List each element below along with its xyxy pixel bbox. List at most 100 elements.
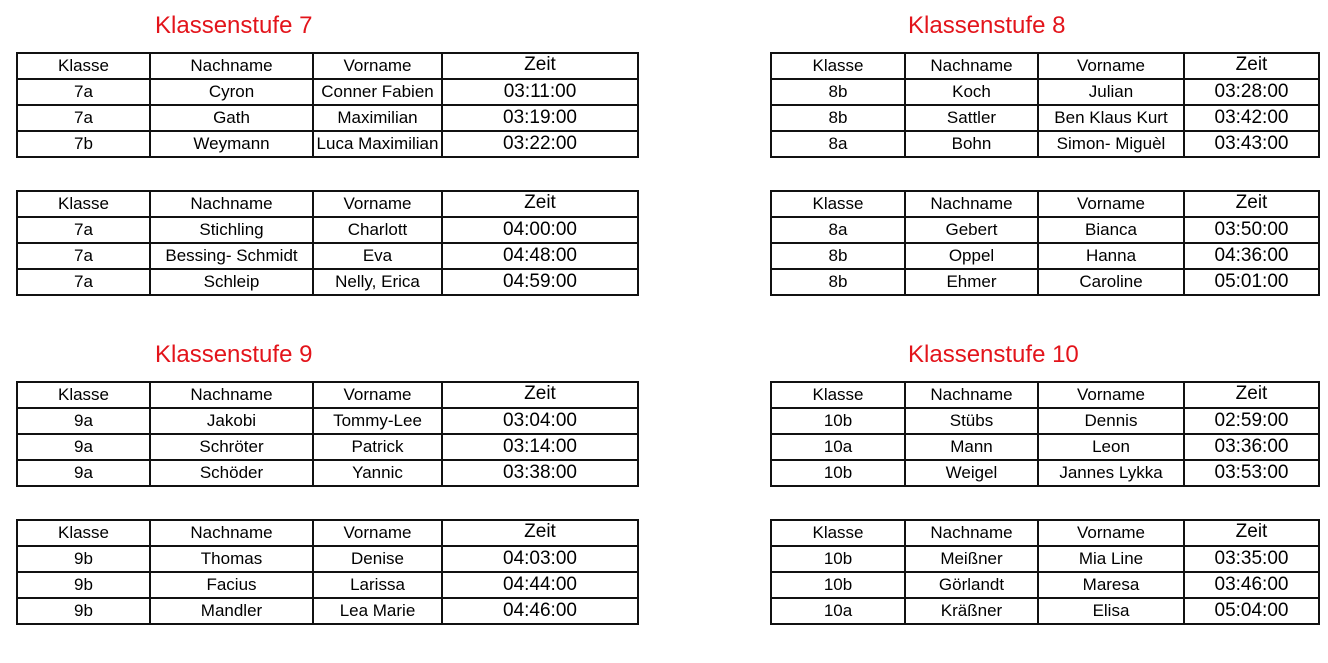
table-header-row: Klasse Nachname Vorname Zeit bbox=[770, 52, 1320, 80]
cell-zeit: 05:01:00 bbox=[1183, 268, 1320, 296]
cell-nachname: Cyron bbox=[149, 78, 314, 106]
cell-zeit: 03:42:00 bbox=[1183, 104, 1320, 132]
cell-zeit: 03:35:00 bbox=[1183, 545, 1320, 573]
cell-klasse: 8a bbox=[770, 130, 906, 158]
header-klasse: Klasse bbox=[770, 52, 906, 80]
cell-nachname: Weigel bbox=[904, 459, 1039, 487]
header-klasse: Klasse bbox=[16, 519, 151, 547]
table-header-row: Klasse Nachname Vorname Zeit bbox=[770, 190, 1320, 218]
cell-klasse: 9a bbox=[16, 433, 151, 461]
cell-nachname: Schröter bbox=[149, 433, 314, 461]
cell-klasse: 10b bbox=[770, 545, 906, 573]
cell-klasse: 10a bbox=[770, 433, 906, 461]
cell-klasse: 7a bbox=[16, 216, 151, 244]
cell-klasse: 8b bbox=[770, 242, 906, 270]
cell-zeit: 05:04:00 bbox=[1183, 597, 1320, 625]
cell-vorname: Maximilian bbox=[312, 104, 443, 132]
results-table: Klasse Nachname Vorname Zeit 9b Thomas Denise 0… bbox=[16, 519, 639, 625]
cell-klasse: 9b bbox=[16, 571, 151, 599]
cell-nachname: Ehmer bbox=[904, 268, 1039, 296]
header-nachname: Nachname bbox=[149, 381, 314, 409]
table-row: 7a Bessing- Schmidt Eva 04:48:00 bbox=[16, 242, 639, 270]
cell-nachname: Sattler bbox=[904, 104, 1039, 132]
table-row: 8b Oppel Hanna 04:36:00 bbox=[770, 242, 1320, 270]
header-vorname: Vorname bbox=[312, 190, 443, 218]
table-row: 10b Görlandt Maresa 03:46:00 bbox=[770, 571, 1320, 599]
cell-nachname: Gath bbox=[149, 104, 314, 132]
header-nachname: Nachname bbox=[904, 381, 1039, 409]
header-vorname: Vorname bbox=[1037, 190, 1185, 218]
header-zeit: Zeit bbox=[1183, 381, 1320, 409]
cell-zeit: 04:36:00 bbox=[1183, 242, 1320, 270]
cell-nachname: Facius bbox=[149, 571, 314, 599]
cell-zeit: 04:59:00 bbox=[441, 268, 639, 296]
results-table: Klasse Nachname Vorname Zeit 10b Meißner Mia L… bbox=[770, 519, 1320, 625]
cell-vorname: Charlott bbox=[312, 216, 443, 244]
cell-klasse: 9a bbox=[16, 407, 151, 435]
table-row: 7a Gath Maximilian 03:19:00 bbox=[16, 104, 639, 132]
results-table: Klasse Nachname Vorname Zeit 7a Cyron Conner F… bbox=[16, 52, 639, 158]
cell-vorname: Luca Maximilian bbox=[312, 130, 443, 158]
header-zeit: Zeit bbox=[441, 381, 639, 409]
section-title: Klassenstufe 8 bbox=[908, 12, 1066, 39]
cell-vorname: Leon bbox=[1037, 433, 1185, 461]
header-nachname: Nachname bbox=[149, 190, 314, 218]
cell-vorname: Simon- Miguèl bbox=[1037, 130, 1185, 158]
table-row: 7a Stichling Charlott 04:00:00 bbox=[16, 216, 639, 244]
table-header-row: Klasse Nachname Vorname Zeit bbox=[770, 381, 1320, 409]
cell-zeit: 04:46:00 bbox=[441, 597, 639, 625]
header-zeit: Zeit bbox=[441, 190, 639, 218]
cell-vorname: Hanna bbox=[1037, 242, 1185, 270]
results-table: Klasse Nachname Vorname Zeit 8a Gebert Bianca 0… bbox=[770, 190, 1320, 296]
table-row: 7a Cyron Conner Fabien 03:11:00 bbox=[16, 78, 639, 106]
cell-vorname: Dennis bbox=[1037, 407, 1185, 435]
cell-zeit: 03:04:00 bbox=[441, 407, 639, 435]
cell-nachname: Kräßner bbox=[904, 597, 1039, 625]
cell-klasse: 10a bbox=[770, 597, 906, 625]
header-zeit: Zeit bbox=[1183, 519, 1320, 547]
table-row: 8a Bohn Simon- Miguèl 03:43:00 bbox=[770, 130, 1320, 158]
table-row: 9a Schöder Yannic 03:38:00 bbox=[16, 459, 639, 487]
table-row: 7a Schleip Nelly, Erica 04:59:00 bbox=[16, 268, 639, 296]
cell-klasse: 8a bbox=[770, 216, 906, 244]
table-row: 9b Facius Larissa 04:44:00 bbox=[16, 571, 639, 599]
header-nachname: Nachname bbox=[149, 52, 314, 80]
cell-vorname: Eva bbox=[312, 242, 443, 270]
cell-vorname: Maresa bbox=[1037, 571, 1185, 599]
table-row: 10b Stübs Dennis 02:59:00 bbox=[770, 407, 1320, 435]
cell-nachname: Oppel bbox=[904, 242, 1039, 270]
table-header-row: Klasse Nachname Vorname Zeit bbox=[16, 52, 639, 80]
header-zeit: Zeit bbox=[1183, 190, 1320, 218]
header-vorname: Vorname bbox=[312, 519, 443, 547]
cell-zeit: 03:36:00 bbox=[1183, 433, 1320, 461]
table-row: 8b Sattler Ben Klaus Kurt 03:42:00 bbox=[770, 104, 1320, 132]
cell-klasse: 10b bbox=[770, 571, 906, 599]
cell-zeit: 03:50:00 bbox=[1183, 216, 1320, 244]
header-zeit: Zeit bbox=[441, 52, 639, 80]
cell-vorname: Bianca bbox=[1037, 216, 1185, 244]
header-klasse: Klasse bbox=[16, 52, 151, 80]
header-zeit: Zeit bbox=[1183, 52, 1320, 80]
header-klasse: Klasse bbox=[770, 519, 906, 547]
cell-vorname: Patrick bbox=[312, 433, 443, 461]
header-klasse: Klasse bbox=[16, 381, 151, 409]
cell-nachname: Stübs bbox=[904, 407, 1039, 435]
cell-zeit: 03:43:00 bbox=[1183, 130, 1320, 158]
cell-vorname: Jannes Lykka bbox=[1037, 459, 1185, 487]
cell-zeit: 03:38:00 bbox=[441, 459, 639, 487]
cell-zeit: 04:48:00 bbox=[441, 242, 639, 270]
cell-vorname: Mia Line bbox=[1037, 545, 1185, 573]
cell-zeit: 03:14:00 bbox=[441, 433, 639, 461]
table-header-row: Klasse Nachname Vorname Zeit bbox=[16, 381, 639, 409]
section-title: Klassenstufe 9 bbox=[155, 341, 313, 368]
cell-nachname: Jakobi bbox=[149, 407, 314, 435]
table-header-row: Klasse Nachname Vorname Zeit bbox=[16, 519, 639, 547]
header-nachname: Nachname bbox=[149, 519, 314, 547]
table-header-row: Klasse Nachname Vorname Zeit bbox=[770, 519, 1320, 547]
cell-klasse: 10b bbox=[770, 407, 906, 435]
cell-klasse: 7a bbox=[16, 78, 151, 106]
header-nachname: Nachname bbox=[904, 190, 1039, 218]
header-nachname: Nachname bbox=[904, 52, 1039, 80]
cell-zeit: 03:11:00 bbox=[441, 78, 639, 106]
cell-nachname: Bessing- Schmidt bbox=[149, 242, 314, 270]
